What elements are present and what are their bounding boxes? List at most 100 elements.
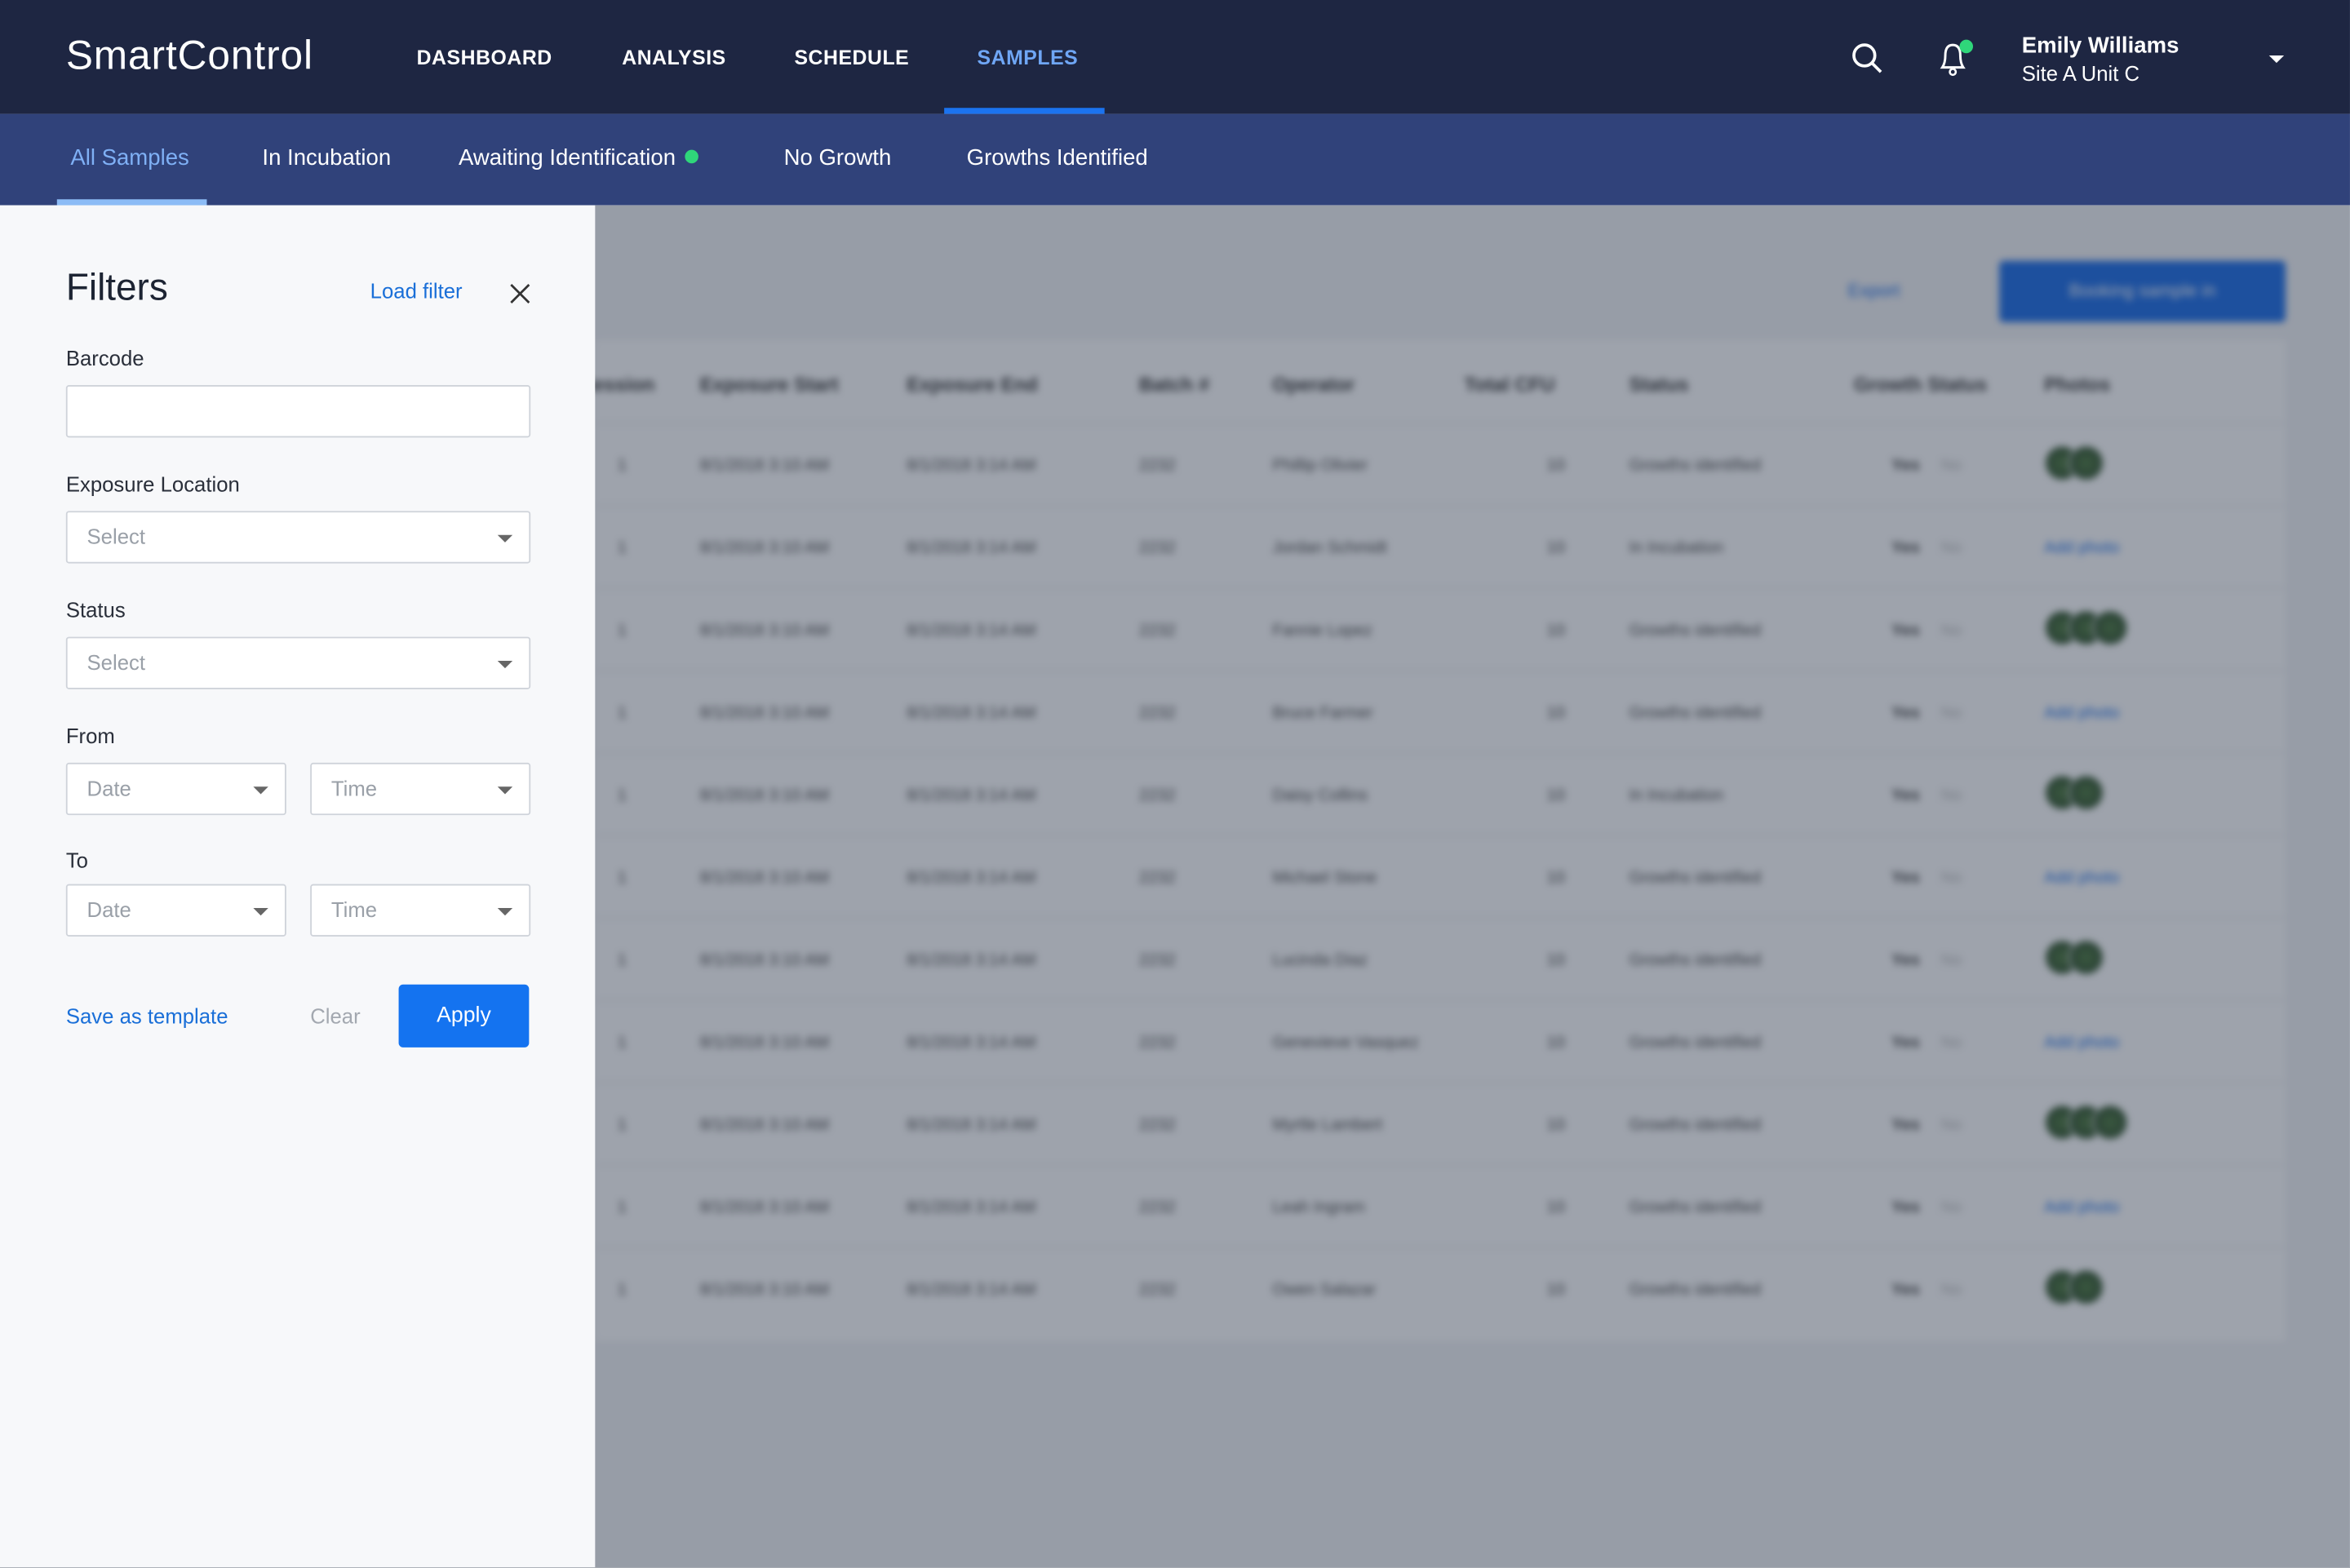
growth-no: No xyxy=(1940,1281,1962,1300)
exposure-location-select[interactable]: Select xyxy=(65,511,531,564)
table-row: 1 8/1/2018 3:10 AM 8/1/2018 3:14 AM 2232 Bru… xyxy=(595,670,2286,752)
growth-no: No xyxy=(1940,1034,1962,1052)
cell-cfu: 10 xyxy=(1546,786,1565,805)
growth-yes: Yes xyxy=(1891,622,1920,640)
samples-table xyxy=(595,339,2286,1341)
cell-status: Growths identified xyxy=(1629,1198,1762,1217)
filters-panel: Filters Load filter Barcode Exposure Loc… xyxy=(0,205,596,1568)
cell-status: In Incubation xyxy=(1629,786,1724,805)
sample-tabs: All Samples In Incubation Awaiting Ident… xyxy=(0,113,2350,206)
to-time-select[interactable]: Time xyxy=(310,884,531,937)
cell-s: 1 xyxy=(617,869,627,888)
load-filter-link[interactable]: Load filter xyxy=(370,278,463,303)
photo-thumbnail xyxy=(2068,774,2104,811)
cell-cfu: 10 xyxy=(1546,951,1565,970)
tab-growths-identified[interactable]: Growths Identified xyxy=(966,145,1148,171)
placeholder: Date xyxy=(86,897,131,922)
cell-s: 1 xyxy=(617,457,627,476)
active-tab-indicator xyxy=(56,199,207,206)
cell-status: Growths identified xyxy=(1629,704,1762,723)
barcode-input[interactable] xyxy=(65,385,531,438)
close-icon[interactable] xyxy=(508,281,532,305)
photo-thumbnail xyxy=(2068,1269,2104,1305)
cell-batch: 2232 xyxy=(1138,951,1176,970)
cell-op: Lucinda Diaz xyxy=(1272,951,1368,970)
growth-yes: Yes xyxy=(1891,786,1920,805)
photos-cell: Add photo xyxy=(2044,1198,2120,1217)
apply-button[interactable]: Apply xyxy=(398,984,530,1048)
nav-samples[interactable]: SAMPLES xyxy=(977,46,1079,69)
photo-thumbnail xyxy=(2068,445,2104,481)
growth-yes: Yes xyxy=(1891,951,1920,970)
column-header: Exposure Start xyxy=(699,373,839,396)
photos-cell xyxy=(2044,445,2104,485)
app-logo[interactable]: SmartControl xyxy=(65,33,313,78)
cell-status: Growths identified xyxy=(1629,869,1762,888)
status-dot-icon xyxy=(685,149,698,164)
chevron-down-icon xyxy=(497,534,513,543)
cell-batch: 2232 xyxy=(1138,786,1176,805)
cell-end: 8/1/2018 3:14 AM xyxy=(907,539,1036,558)
placeholder: Select xyxy=(86,650,146,675)
cell-cfu: 10 xyxy=(1546,1034,1565,1052)
nav-analysis[interactable]: ANALYSIS xyxy=(622,46,726,69)
growth-no: No xyxy=(1940,539,1962,558)
clear-button[interactable]: Clear xyxy=(310,1003,361,1028)
cell-batch: 2232 xyxy=(1138,457,1176,476)
cell-status: Growths identified xyxy=(1629,1034,1762,1052)
cell-op: Fannie Lopez xyxy=(1272,622,1372,640)
placeholder: Time xyxy=(330,897,378,922)
to-date-select[interactable]: Date xyxy=(65,884,286,937)
top-nav-bar: SmartControl DASHBOARD ANALYSIS SCHEDULE… xyxy=(0,0,2350,114)
save-as-template-link[interactable]: Save as template xyxy=(65,1003,228,1028)
cell-batch: 2232 xyxy=(1138,704,1176,723)
modal-overlay[interactable] xyxy=(595,205,2350,1568)
cell-op: Michael Stone xyxy=(1272,869,1377,888)
photos-cell: Add photo xyxy=(2044,1034,2120,1052)
photo-thumbnail xyxy=(2092,609,2129,646)
cell-s: 1 xyxy=(617,1198,627,1217)
growth-yes: Yes xyxy=(1891,1281,1920,1300)
cell-start: 8/1/2018 3:10 AM xyxy=(699,1281,830,1300)
bell-icon[interactable] xyxy=(1933,36,1978,81)
photos-cell xyxy=(2044,1269,2104,1310)
growth-no: No xyxy=(1940,1116,1962,1135)
cell-s: 1 xyxy=(617,539,627,558)
tab-no-growth[interactable]: No Growth xyxy=(783,145,892,171)
tab-in-incubation[interactable]: In Incubation xyxy=(262,145,392,171)
nav-schedule[interactable]: SCHEDULE xyxy=(794,46,910,69)
from-date-select[interactable]: Date xyxy=(65,762,286,816)
cell-end: 8/1/2018 3:14 AM xyxy=(907,622,1036,640)
cell-cfu: 10 xyxy=(1546,1116,1565,1135)
status-select[interactable]: Select xyxy=(65,636,531,689)
cell-end: 8/1/2018 3:14 AM xyxy=(907,1198,1036,1217)
cell-start: 8/1/2018 3:10 AM xyxy=(699,457,830,476)
growth-yes: Yes xyxy=(1891,539,1920,558)
cell-op: Myrtle Lambert xyxy=(1272,1116,1383,1135)
tab-all-samples[interactable]: All Samples xyxy=(70,145,189,171)
user-menu-chevron-down-icon[interactable] xyxy=(2268,55,2285,64)
search-icon[interactable] xyxy=(1849,41,1885,77)
photos-cell xyxy=(2044,609,2129,651)
table-row: 1 8/1/2018 3:10 AM 8/1/2018 3:14 AM 2232 Owe… xyxy=(595,1247,2286,1329)
cell-batch: 2232 xyxy=(1138,869,1176,888)
cell-cfu: 10 xyxy=(1546,869,1565,888)
cell-s: 1 xyxy=(617,1116,627,1135)
cell-status: Growths identified xyxy=(1629,1116,1762,1135)
growth-no: No xyxy=(1940,622,1962,640)
user-site: Site A Unit C xyxy=(2021,61,2140,86)
cell-batch: 2232 xyxy=(1138,1116,1176,1135)
growth-no: No xyxy=(1940,1198,1962,1217)
tab-awaiting-identification[interactable]: Awaiting Identification xyxy=(459,145,698,171)
photos-cell xyxy=(2044,1104,2129,1145)
cell-op: Phillip Olivier xyxy=(1272,457,1368,476)
nav-dashboard[interactable]: DASHBOARD xyxy=(416,46,552,69)
photo-thumbnail xyxy=(2092,1104,2129,1141)
cell-s: 1 xyxy=(617,622,627,640)
from-time-select[interactable]: Time xyxy=(310,762,531,816)
cell-batch: 2232 xyxy=(1138,622,1176,640)
chevron-down-icon xyxy=(253,786,268,795)
user-name[interactable]: Emily Williams xyxy=(2021,33,2179,59)
column-header: Status xyxy=(1629,373,1689,396)
cell-end: 8/1/2018 3:14 AM xyxy=(907,457,1036,476)
